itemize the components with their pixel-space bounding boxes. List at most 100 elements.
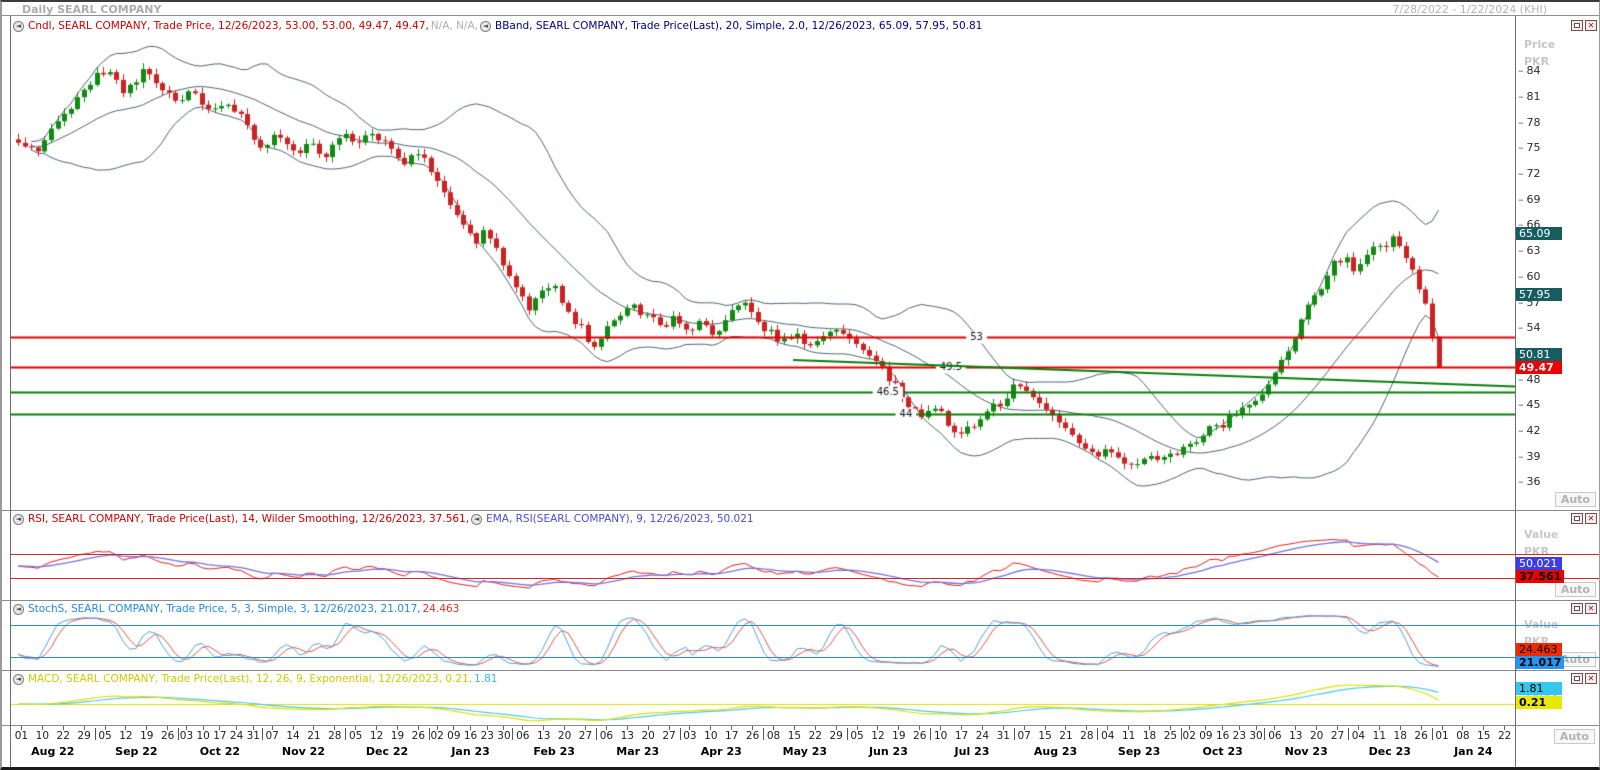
panel-separator: [2, 725, 1599, 726]
month-cell: 04 11 18 25 Sep 23: [1097, 726, 1181, 768]
legend-collapse-icon[interactable]: ◄: [480, 20, 491, 32]
month-cell: 03 10 17 24 31 Oct 22: [178, 726, 262, 768]
day-tick-label: 05: [349, 726, 362, 744]
day-tick-label: 04: [1352, 726, 1365, 744]
legend-text: N/A, N/A,: [430, 20, 478, 32]
month-divider: [679, 728, 681, 740]
price-tick-label: –36: [1518, 475, 1541, 489]
auto-scale-button[interactable]: Auto: [1554, 492, 1596, 507]
day-tick-label: 19: [391, 726, 404, 744]
month-cell: 04 11 18 26 Dec 23: [1348, 726, 1432, 768]
restore-icon[interactable]: [1571, 603, 1583, 614]
day-tick-label: 13: [621, 726, 634, 744]
restore-icon[interactable]: [1571, 673, 1583, 684]
rsi-chart-canvas[interactable]: [11, 511, 1515, 599]
day-tick-label: 18: [1143, 726, 1156, 744]
month-cell: 08 15 22 29 May 23: [763, 726, 847, 768]
month-divider: [930, 728, 932, 740]
month-divider: [1180, 728, 1182, 740]
stoch-chart-canvas[interactable]: [11, 601, 1515, 670]
day-tick-label: 20: [1310, 726, 1323, 744]
stoch-axis-column: ✕ Value PKR 24.463 21.017 Auto: [1516, 601, 1600, 670]
price-axis-column: ✕ Price PKR –84–81–78–75–72–69–66–63–60–57–…: [1516, 18, 1600, 510]
macd-chart-canvas[interactable]: [11, 671, 1515, 726]
close-icon[interactable]: ✕: [1585, 673, 1597, 684]
day-tick-label: 07: [265, 726, 279, 744]
macd-legend: ◄ MACD, SEARL COMPANY, Trade Price(Last),…: [13, 673, 498, 685]
legend-text: 1.81: [474, 673, 498, 685]
close-icon[interactable]: ✕: [1585, 20, 1597, 31]
legend-collapse-icon[interactable]: ◄: [13, 673, 24, 685]
legend-collapse-icon[interactable]: ◄: [13, 513, 24, 525]
day-tick-label: 18: [1394, 726, 1407, 744]
legend-text: Cndl, SEARL COMPANY, Trade Price, 12/26/…: [28, 20, 429, 32]
close-icon[interactable]: ✕: [1585, 603, 1597, 614]
legend-text: MACD, SEARL COMPANY, Trade Price(Last), …: [28, 673, 473, 685]
day-tick-label: 10: [36, 726, 49, 744]
auto-scale-button[interactable]: Auto: [1554, 582, 1596, 597]
month-label: Sep 23: [1117, 745, 1161, 758]
price-tick-label: –45: [1518, 398, 1541, 412]
axis-value-badge: 65.09: [1516, 226, 1562, 240]
day-tick-label: 29: [77, 726, 91, 744]
day-tick-label: 06: [516, 726, 530, 744]
month-divider: [512, 728, 514, 740]
day-tick-label: 12: [871, 726, 885, 744]
day-tick-label: 15: [788, 726, 801, 744]
day-tick-label: 27: [662, 726, 676, 744]
month-label: Feb 23: [533, 745, 575, 758]
day-tick-label: 02: [430, 726, 444, 744]
day-tick-label: 25: [1164, 726, 1177, 744]
day-tick-label: 09: [447, 726, 461, 744]
legend-collapse-icon[interactable]: ◄: [13, 20, 24, 32]
day-tick-label: 17: [213, 726, 227, 744]
auto-scale-button[interactable]: Auto: [1554, 652, 1596, 667]
chart-title: Daily SEARL COMPANY: [22, 3, 162, 16]
restore-icon[interactable]: [1571, 20, 1583, 31]
month-cell: 01 08 15 22 Jan 24: [1431, 726, 1516, 768]
month-divider: [1431, 728, 1433, 740]
day-tick-label: 20: [558, 726, 571, 744]
stoch-threshold-line: [11, 657, 1599, 659]
day-tick-label: 21: [307, 726, 321, 744]
month-label: May 23: [782, 745, 828, 758]
restore-icon[interactable]: [1571, 513, 1583, 524]
price-tick-label: –75: [1518, 141, 1541, 155]
day-tick-label: 24: [230, 726, 243, 744]
day-tick-label: 08: [1456, 726, 1470, 744]
axis-unit-label: PKR: [1524, 55, 1550, 68]
price-tick-label: –78: [1518, 115, 1541, 129]
month-divider: [1264, 728, 1266, 740]
day-tick-label: 12: [370, 726, 383, 744]
legend-collapse-icon[interactable]: ◄: [471, 513, 483, 525]
day-tick-label: 27: [1331, 726, 1344, 744]
day-tick-label: 22: [1498, 726, 1511, 744]
month-label: Jun 23: [868, 745, 908, 758]
price-chart-canvas[interactable]: [11, 18, 1515, 510]
month-cell: 07 15 21 28 Aug 23: [1013, 726, 1098, 768]
auto-scale-button[interactable]: Auto: [1553, 729, 1595, 744]
axis-value-badge: 50.021: [1516, 556, 1562, 570]
month-label: Aug 22: [31, 745, 75, 758]
month-label: Oct 23: [1202, 745, 1243, 758]
legend-text: EMA, RSI(SEARL COMPANY), 9, 12/26/2023, …: [486, 513, 754, 525]
day-tick-label: 21: [1059, 726, 1073, 744]
month-cell: 01 10 22 29 Aug 22: [11, 726, 95, 768]
date-range-label: 7/28/2022 - 1/22/2024 (KHI): [1392, 3, 1547, 16]
legend-text: BBand, SEARL COMPANY, Trade Price(Last),…: [495, 20, 983, 32]
day-tick-label: 23: [1233, 726, 1246, 744]
axis-value-badge: 21.017: [1516, 655, 1565, 669]
month-label: Nov 23: [1284, 745, 1328, 758]
day-tick-label: 10: [196, 726, 210, 744]
price-legend: ◄ Cndl, SEARL COMPANY, Trade Price, 12/26…: [13, 20, 982, 32]
day-tick-label: 10: [934, 726, 947, 744]
panel-separator: [2, 510, 1599, 511]
legend-collapse-icon[interactable]: ◄: [13, 603, 24, 615]
axis-unit-label: Value: [1524, 528, 1559, 541]
rsi-threshold-line: [11, 554, 1599, 555]
day-tick-label: 28: [1080, 726, 1094, 744]
price-tick-label: –72: [1518, 167, 1541, 181]
day-tick-label: 20: [641, 726, 655, 744]
day-tick-label: 06: [600, 726, 613, 744]
close-icon[interactable]: ✕: [1585, 513, 1597, 524]
